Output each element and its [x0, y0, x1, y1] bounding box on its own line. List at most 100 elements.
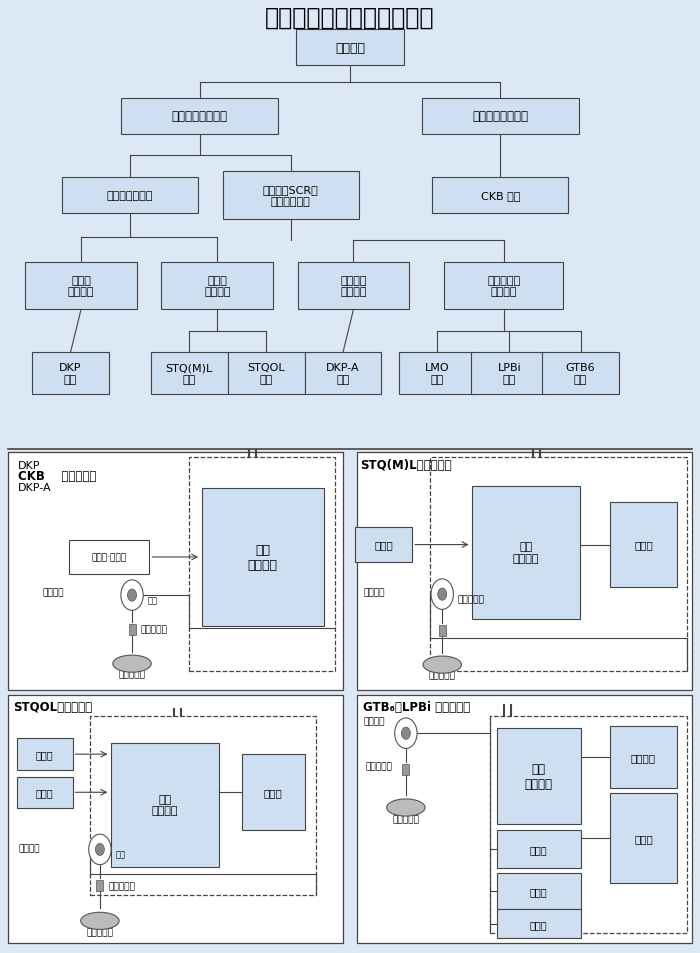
FancyBboxPatch shape [497, 873, 580, 909]
Text: 电缆连接器: 电缆连接器 [365, 761, 392, 770]
FancyBboxPatch shape [497, 729, 580, 823]
Text: 操作盒·控制器: 操作盒·控制器 [92, 553, 127, 562]
FancyBboxPatch shape [357, 696, 692, 943]
FancyBboxPatch shape [228, 353, 304, 395]
Text: 整流
控制设备: 整流 控制设备 [513, 542, 539, 563]
FancyBboxPatch shape [304, 353, 382, 395]
Text: 起重电磁铁: 起重电磁铁 [87, 927, 113, 936]
Text: 电缆连接器: 电缆连接器 [141, 624, 167, 633]
Text: 起重电磁铁: 起重电磁铁 [118, 670, 146, 679]
Text: DKP-A: DKP-A [18, 483, 52, 493]
FancyBboxPatch shape [69, 540, 149, 575]
Text: GTB6
系列: GTB6 系列 [566, 363, 596, 384]
Text: 表计箱: 表计箱 [530, 919, 547, 929]
Ellipse shape [80, 912, 119, 929]
Text: 电缆连接器: 电缆连接器 [458, 595, 484, 604]
Text: 起重电磁铁电控方式的选定: 起重电磁铁电控方式的选定 [265, 6, 435, 30]
Text: STQOL方式的构成: STQOL方式的构成 [13, 700, 92, 713]
FancyBboxPatch shape [357, 453, 692, 691]
Text: LMO
系列: LMO 系列 [425, 363, 449, 384]
Text: 充电设备: 充电设备 [631, 752, 656, 762]
FancyBboxPatch shape [298, 262, 410, 310]
Text: STQOL
系列: STQOL 系列 [247, 363, 285, 384]
Circle shape [438, 588, 447, 600]
FancyBboxPatch shape [439, 625, 446, 637]
FancyBboxPatch shape [32, 353, 109, 395]
Text: 变压器: 变压器 [530, 844, 547, 855]
Text: 整流
控制设备: 整流 控制设备 [152, 794, 178, 816]
FancyBboxPatch shape [432, 177, 568, 213]
Circle shape [401, 727, 410, 740]
Text: STQ(M)L方式的构成: STQ(M)L方式的构成 [360, 458, 452, 472]
Text: 变压器: 变压器 [36, 787, 53, 798]
Text: 电缆卷筒: 电缆卷筒 [364, 717, 386, 725]
FancyBboxPatch shape [471, 353, 547, 395]
Circle shape [121, 580, 144, 611]
Text: 控制器: 控制器 [530, 886, 547, 897]
Text: GTB₆、LPBi 方式的构成: GTB₆、LPBi 方式的构成 [363, 700, 470, 713]
Text: DKP-A
系列: DKP-A 系列 [326, 363, 360, 384]
Ellipse shape [113, 656, 151, 673]
Circle shape [95, 843, 104, 856]
Text: 有直流电源的场合: 有直流电源的场合 [473, 111, 528, 123]
FancyBboxPatch shape [610, 726, 677, 788]
Text: 起重电磁铁: 起重电磁铁 [429, 671, 456, 679]
Text: DKP
系列: DKP 系列 [60, 363, 82, 384]
FancyBboxPatch shape [444, 262, 563, 310]
Text: LPBi
系列: LPBi 系列 [498, 363, 522, 384]
Text: 可控硅（SCR）
整流控制方式: 可控硅（SCR） 整流控制方式 [262, 185, 318, 207]
Text: CKB    方式的构成: CKB 方式的构成 [18, 470, 97, 483]
FancyBboxPatch shape [62, 177, 198, 213]
FancyBboxPatch shape [542, 353, 619, 395]
FancyBboxPatch shape [8, 453, 343, 691]
FancyBboxPatch shape [497, 830, 580, 868]
FancyBboxPatch shape [610, 502, 677, 588]
Text: 电缆卷筒: 电缆卷筒 [18, 843, 40, 852]
Text: 强励磁
控制方式: 强励磁 控制方式 [204, 275, 230, 297]
FancyBboxPatch shape [402, 764, 409, 776]
Text: 硅整流控制方式: 硅整流控制方式 [106, 191, 153, 201]
Text: 电磁: 电磁 [148, 596, 158, 605]
Text: 电缆卷筒: 电缆卷筒 [364, 588, 386, 598]
FancyBboxPatch shape [111, 743, 219, 866]
Text: 电缆卷筒: 电缆卷筒 [43, 588, 64, 598]
Text: DKP: DKP [18, 460, 41, 470]
FancyBboxPatch shape [296, 30, 404, 67]
Text: 电缆连接器: 电缆连接器 [108, 882, 135, 890]
Circle shape [395, 719, 417, 749]
Text: 控制器: 控制器 [36, 749, 53, 760]
Text: 电控装置: 电控装置 [335, 42, 365, 54]
FancyBboxPatch shape [121, 99, 279, 135]
Ellipse shape [423, 657, 461, 674]
FancyBboxPatch shape [421, 99, 579, 135]
FancyBboxPatch shape [399, 353, 476, 395]
Text: 电磁: 电磁 [116, 850, 125, 859]
FancyBboxPatch shape [151, 353, 228, 395]
FancyBboxPatch shape [610, 793, 677, 883]
FancyBboxPatch shape [497, 909, 580, 938]
Ellipse shape [386, 800, 425, 816]
FancyBboxPatch shape [8, 696, 343, 943]
FancyBboxPatch shape [25, 262, 137, 310]
Text: 定电压
控制方式: 定电压 控制方式 [68, 275, 95, 297]
FancyBboxPatch shape [472, 486, 580, 619]
FancyBboxPatch shape [17, 739, 73, 770]
Text: 蓄电池: 蓄电池 [634, 833, 653, 843]
FancyBboxPatch shape [97, 880, 104, 891]
Circle shape [89, 834, 111, 864]
Circle shape [431, 579, 454, 610]
FancyBboxPatch shape [129, 624, 136, 636]
FancyBboxPatch shape [162, 262, 273, 310]
FancyBboxPatch shape [241, 755, 304, 830]
Text: 带停电保磁
控制方式: 带停电保磁 控制方式 [487, 275, 520, 297]
Text: 变化器: 变化器 [264, 787, 283, 798]
Text: 变压器: 变压器 [634, 540, 653, 550]
FancyBboxPatch shape [17, 777, 73, 808]
Text: 有交流电源的场合: 有交流电源的场合 [172, 111, 228, 123]
Circle shape [127, 589, 136, 601]
Text: STQ(M)L
系列: STQ(M)L 系列 [166, 363, 213, 384]
FancyBboxPatch shape [202, 488, 324, 626]
Text: 整流
控制设备: 整流 控制设备 [524, 762, 552, 790]
FancyBboxPatch shape [223, 172, 358, 219]
Text: CKB 系列: CKB 系列 [480, 191, 520, 201]
